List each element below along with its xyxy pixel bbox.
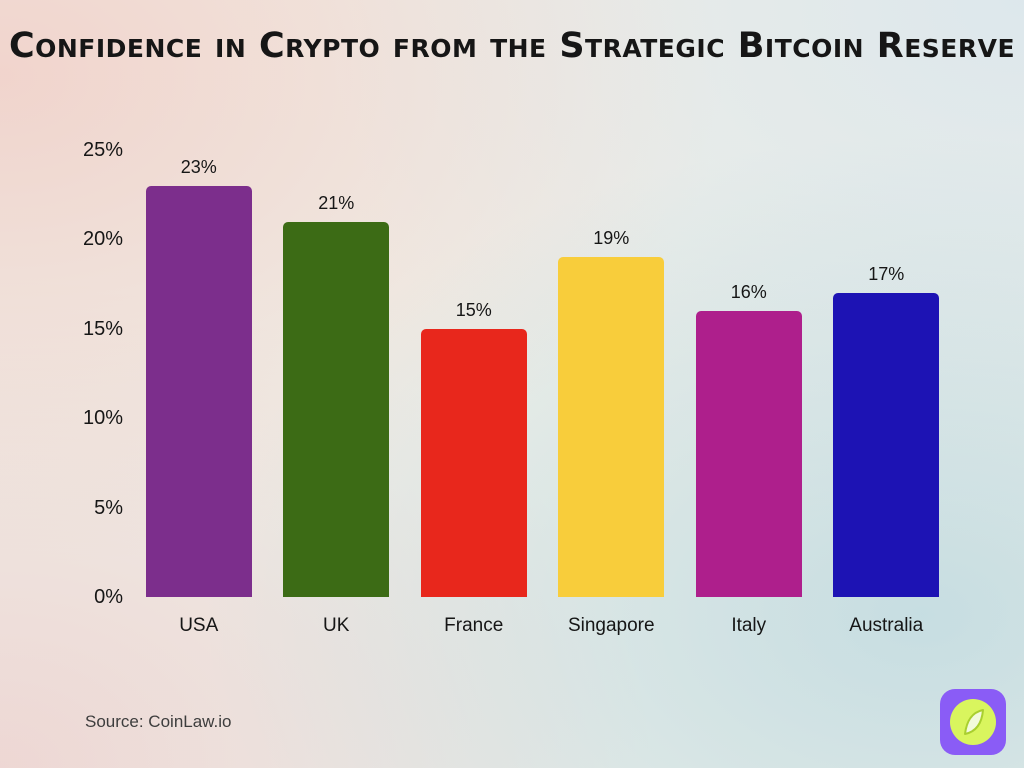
- x-axis-label: Italy: [731, 615, 767, 636]
- bar-group: 17% Australia: [818, 150, 956, 636]
- y-tick-label: 20%: [82, 228, 123, 251]
- bar-group: 15% France: [405, 150, 543, 636]
- bar-value-label: 15%: [455, 299, 492, 320]
- bar-chart: 0% 5% 10% 15% 20% 25% 23% USA 21% UK 15% France 19%…: [75, 139, 956, 636]
- bar-value-label: 23%: [180, 156, 217, 177]
- x-axis-label: UK: [323, 615, 350, 636]
- bar-group: 21% UK: [268, 150, 406, 636]
- coinlaw-logo-icon: [940, 689, 1006, 755]
- x-axis-label: France: [444, 615, 504, 636]
- x-axis-label: Singapore: [567, 615, 655, 636]
- bar-value-label: 17%: [868, 264, 905, 285]
- bar-singapore: [558, 257, 665, 597]
- bar-value-label: 21%: [318, 192, 355, 213]
- y-axis: 0% 5% 10% 15% 20% 25%: [75, 139, 123, 608]
- plot-area: 23% USA 21% UK 15% France 19% Singapore 16% Italy…: [130, 150, 956, 636]
- y-tick-label: 0%: [94, 586, 123, 608]
- bar-uk: [283, 221, 390, 597]
- y-tick-label: 25%: [82, 139, 123, 161]
- x-axis-label: USA: [179, 615, 219, 636]
- bar-group: 19% Singapore: [543, 150, 681, 636]
- source-credit: Source: CoinLaw.io: [85, 712, 232, 731]
- y-tick-label: 15%: [82, 317, 123, 340]
- bar-value-label: 19%: [593, 228, 630, 249]
- bar-group: 16% Italy: [680, 150, 818, 636]
- bar-usa: [145, 185, 252, 597]
- bar-australia: [833, 293, 940, 597]
- x-axis-label: Australia: [849, 615, 924, 636]
- bar-value-label: 16%: [730, 281, 767, 302]
- bar-group: 23% USA: [130, 150, 268, 636]
- y-tick-label: 10%: [82, 407, 123, 430]
- bar-italy: [695, 310, 802, 597]
- coinlaw-logo: [940, 689, 1006, 755]
- chart-title: Confidence in Crypto from the Strategic …: [8, 26, 1016, 66]
- y-tick-label: 5%: [94, 496, 123, 519]
- bar-france: [420, 328, 527, 597]
